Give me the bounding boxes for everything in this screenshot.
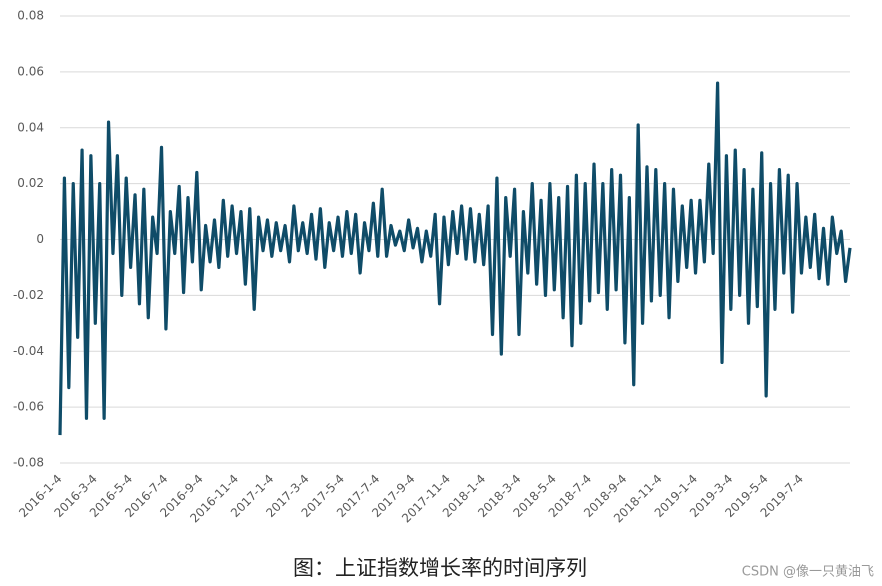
caption: 图：上证指数增长率的时间序列 <box>293 556 587 580</box>
y-tick-label: -0.06 <box>13 400 44 414</box>
y-tick-label: 0.06 <box>17 64 44 78</box>
y-tick-label: -0.02 <box>13 288 44 302</box>
y-tick-label: 0.08 <box>17 9 44 23</box>
y-tick-label: -0.08 <box>13 456 44 470</box>
y-tick-label: 0.04 <box>17 120 44 134</box>
watermark: CSDN @像一只黄油飞 <box>742 565 874 580</box>
y-tick-label: -0.04 <box>13 344 44 358</box>
y-tick-label: 0.02 <box>17 176 44 190</box>
y-tick-label: 0 <box>36 232 44 246</box>
series-line <box>58 81 852 436</box>
